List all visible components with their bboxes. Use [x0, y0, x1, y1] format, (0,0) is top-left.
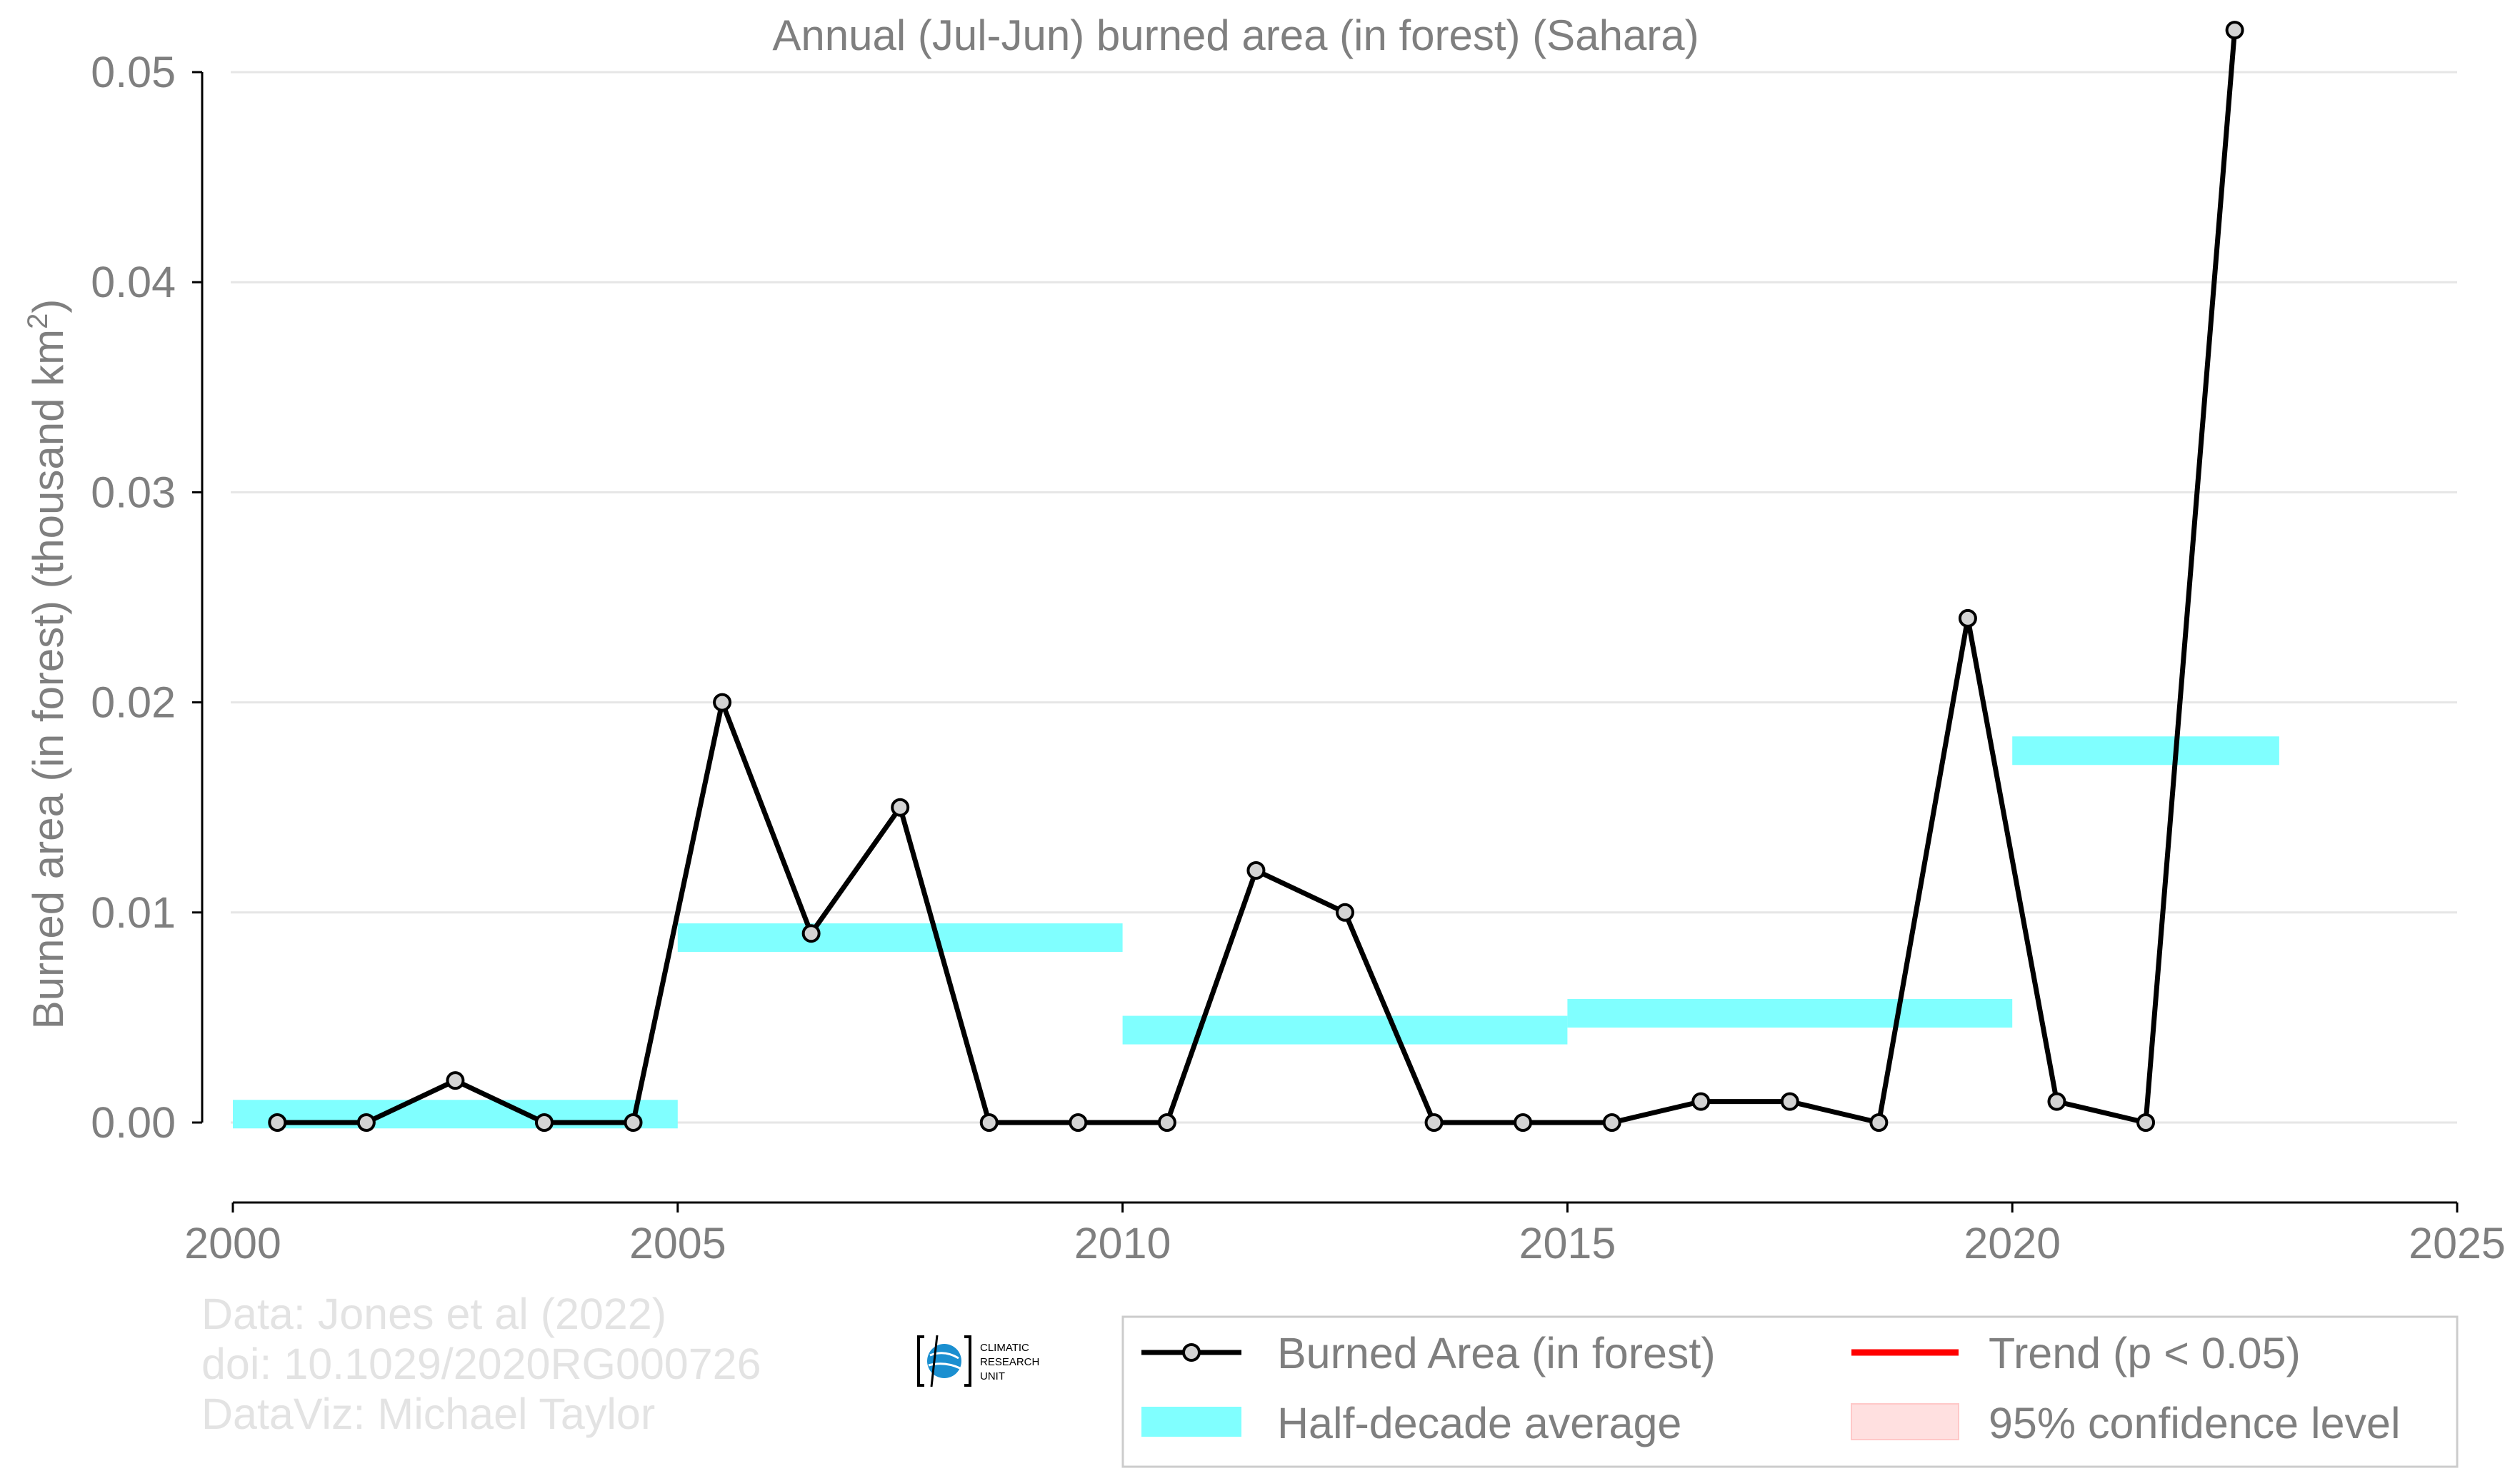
data-point-2018.5 — [1869, 1113, 1889, 1132]
data-point-2007.5 — [891, 798, 910, 817]
data-point-2022.5 — [2225, 21, 2244, 40]
data-point-2001.5 — [356, 1113, 376, 1132]
data-point-2017.5 — [1780, 1092, 1799, 1111]
x-tick-label-2015: 2015 — [1519, 1219, 1616, 1267]
burned-area-series — [268, 21, 2244, 1132]
data-point-2006.5 — [801, 924, 821, 943]
y-axis-label-main: Burned area (in forest) (thousand km — [24, 329, 72, 1029]
x-axis-ticks: 2000 2005 2010 2015 2020 2025 — [184, 1203, 2506, 1267]
y-axis-label-suffix: ) — [24, 299, 72, 313]
x-tick-label-2000: 2000 — [184, 1219, 281, 1267]
data-point-2003.5 — [534, 1113, 554, 1132]
half-decade-average-bars — [233, 736, 2279, 1129]
credit-line-dataviz: DataViz: Michael Taylor — [201, 1390, 656, 1438]
y-tick-label-1: 0.01 — [91, 888, 176, 937]
x-tick-label-2020: 2020 — [1964, 1219, 2061, 1267]
legend-box — [1121, 1315, 2459, 1468]
credit-line-doi: doi: 10.1029/2020RG000726 — [201, 1340, 761, 1388]
data-point-2002.5 — [446, 1071, 465, 1090]
y-axis-label: Burned area (in forest) (thousand km2) — [22, 299, 72, 1030]
data-credits: Data: Jones et al (2022) doi: 10.1029/20… — [201, 1289, 761, 1439]
legend-item-burned-area: Burned Area (in forest) — [1141, 1329, 1716, 1377]
data-point-2011.5 — [1246, 860, 1266, 880]
cru-logo: CLIMATIC RESEARCH UNIT — [917, 1335, 1039, 1387]
data-point-2004.5 — [624, 1113, 643, 1132]
legend-label-burned-area: Burned Area (in forest) — [1277, 1329, 1716, 1377]
data-point-2020.5 — [2047, 1092, 2066, 1111]
gridlines — [231, 71, 2457, 1124]
y-tick-label-4: 0.04 — [91, 258, 176, 306]
legend: Burned Area (in forest) Trend (p < 0.05)… — [1121, 1315, 2459, 1468]
burned-area-line — [277, 29, 2238, 1125]
logo-line-2: RESEARCH — [980, 1356, 1039, 1368]
x-tick-label-2010: 2010 — [1074, 1219, 1171, 1267]
legend-item-confidence: 95% confidence level — [1851, 1399, 2401, 1447]
half-decade-bar-3 — [1567, 999, 2013, 1028]
data-point-2015.5 — [1602, 1113, 1621, 1132]
half-decade-bar-4 — [2012, 736, 2279, 765]
logo-line-1: CLIMATIC — [980, 1342, 1029, 1354]
half-decade-bar-1 — [677, 923, 1123, 953]
data-point-2000.5 — [268, 1113, 287, 1132]
legend-item-trend: Trend (p < 0.05) — [1851, 1329, 2301, 1377]
axes — [201, 72, 2457, 1204]
legend-marker — [1182, 1343, 1201, 1362]
y-tick-label-5: 0.05 — [91, 48, 176, 96]
data-point-2016.5 — [1691, 1092, 1711, 1111]
legend-label-half-decade: Half-decade average — [1277, 1399, 1681, 1447]
y-axis-ticks: 0.00 0.01 0.02 0.03 0.04 0.05 — [91, 48, 202, 1147]
y-axis-label-superscript: 2 — [22, 313, 54, 329]
data-point-2005.5 — [713, 693, 732, 712]
y-tick-label-3: 0.03 — [91, 468, 176, 516]
logo-line-3: UNIT — [980, 1370, 1005, 1382]
legend-label-confidence: 95% confidence level — [1989, 1399, 2401, 1447]
legend-item-half-decade: Half-decade average — [1141, 1399, 1681, 1447]
data-point-2012.5 — [1336, 903, 1354, 922]
x-tick-label-2005: 2005 — [629, 1219, 726, 1267]
y-tick-label-2: 0.02 — [91, 678, 176, 727]
data-point-2014.5 — [1514, 1113, 1533, 1132]
half-decade-bar-2 — [1122, 1015, 1568, 1045]
data-point-2021.5 — [2136, 1113, 2156, 1132]
legend-label-trend: Trend (p < 0.05) — [1989, 1329, 2301, 1377]
data-point-2010.5 — [1157, 1113, 1176, 1132]
data-point-2019.5 — [1958, 608, 1977, 628]
chart-title: Annual (Jul-Jun) burned area (in forest)… — [772, 11, 1699, 59]
data-point-2008.5 — [979, 1113, 999, 1132]
x-tick-label-2025: 2025 — [2409, 1219, 2506, 1267]
y-tick-label-0: 0.00 — [91, 1098, 176, 1147]
credit-line-source: Data: Jones et al (2022) — [201, 1290, 667, 1338]
data-point-2013.5 — [1424, 1113, 1444, 1132]
data-point-2009.5 — [1069, 1113, 1088, 1132]
